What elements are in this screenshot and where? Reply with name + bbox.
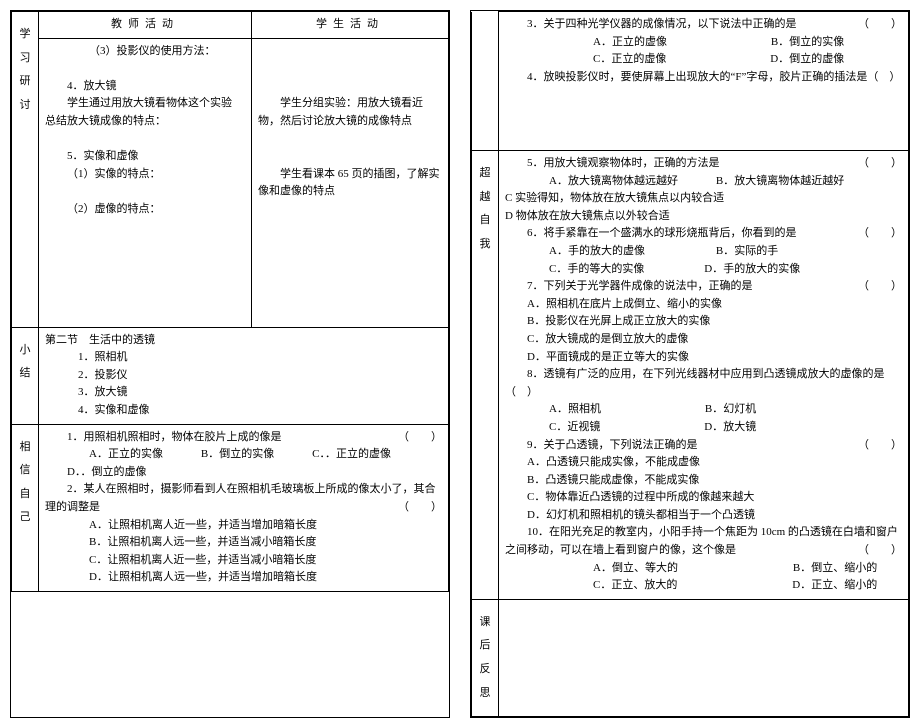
believe-cell: 1．用照相机照相时，物体在胶片上成的像是（ ） A．正立的实像 B．倒立的实像 … [39,424,449,591]
q2: 2．某人在照相时，摄影师看到人在照相机毛玻璃板上所成的像太小了，其合理的调整是（… [45,481,442,516]
q2c: C．让照相机离人近一些，并适当减小暗箱长度 [45,552,442,570]
s2: 学生看课本 65 页的插图，了解实像和虚像的特点 [258,166,442,201]
label-reflect: 课后反思 [472,599,499,716]
q8: 8．透镜有广泛的应用，在下列光线器材中应用到凸透镜成放大的虚像的是（ ） [505,366,902,401]
beyond-cell: 5．用放大镜观察物体时，正确的方法是（ ） A．放大镜离物体越远越好 B．放大镜… [499,151,909,600]
q2a: A．让照相机离人近一些，并适当增加暗箱长度 [45,517,442,535]
q5: 5．用放大镜观察物体时，正确的方法是（ ） [505,155,902,173]
header-teacher: 教师活动 [39,12,252,39]
q6: 6．将手紧靠在一个盛满水的球形烧瓶背后，你看到的是（ ） [505,225,902,243]
study-teacher-cell: （3）投影仪的使用方法： 4．放大镜 学生通过用放大镜看物体这个实验 总结放大镜… [39,38,252,327]
label-summary: 小结 [12,327,39,424]
t1: （3）投影仪的使用方法： [45,43,245,61]
q5ab: A．放大镜离物体越远越好 B．放大镜离物体越近越好 [505,173,902,191]
summary-cell: 第二节 生活中的透镜 1．照相机 2．投影仪 3．放大镜 4．实像和虚像 [39,327,449,424]
sum3: 3．放大镜 [45,384,442,402]
q1opts: A．正立的实像 B．倒立的实像 C．．正立的虚像 D．．倒立的虚像 [45,446,442,481]
q5cd: C 实验得知，物体放在放大镜焦点以内较合适 D 物体放在放大镜焦点以外较合适 [505,190,902,225]
q8cd: C．近视镜 D．放大镜 [505,419,902,437]
q3opts2: C．正立的虚像 D．倒立的虚像 [505,51,902,69]
q7a: A．照相机在底片上成倒立、缩小的实像 [505,296,902,314]
left-table: 学习研讨 教师活动 学生活动 （3）投影仪的使用方法： 4．放大镜 学生通过用放… [11,11,449,592]
top-cell: 3．关于四种光学仪器的成像情况，以下说法中正确的是（ ） A．正立的虚像 B．倒… [499,12,909,151]
q4: 4．放映投影仪时，要使屏幕上出现放大的“F”字母，胶片正确的插法是（ ） [505,69,902,87]
q7c: C．放大镜成的是倒立放大的虚像 [505,331,902,349]
q9a: A．凸透镜只能成实像，不能成虚像 [505,454,902,472]
label-study: 学习研讨 [12,12,39,328]
t7: （2）虚像的特点： [45,201,245,219]
t2: 4．放大镜 [45,78,245,96]
q7b: B．投影仪在光屏上成正立放大的实像 [505,313,902,331]
q1: 1．用照相机照相时，物体在胶片上成的像是（ ） [45,429,442,447]
sum2: 2．投影仪 [45,367,442,385]
q2d: D．让照相机离人远一些，并适当增加暗箱长度 [45,569,442,587]
reflect-cell [499,599,909,716]
label-top-empty [472,12,499,151]
q8ab: A．照相机 B．幻灯机 [505,401,902,419]
t5: 5．实像和虚像 [45,148,245,166]
right-table: 3．关于四种光学仪器的成像情况，以下说法中正确的是（ ） A．正立的虚像 B．倒… [471,11,909,717]
q7: 7．下列关于光学器件成像的说法中，正确的是（ ） [505,278,902,296]
q9b: B．凸透镜只能成虚像，不能成实像 [505,472,902,490]
sum4: 4．实像和虚像 [45,402,442,420]
q10cd: C．正立、放大的 D．正立、缩小的 [505,577,902,595]
sum1: 1．照相机 [45,349,442,367]
q2b: B．让照相机离人远一些，并适当减小暗箱长度 [45,534,442,552]
left-page: 学习研讨 教师活动 学生活动 （3）投影仪的使用方法： 4．放大镜 学生通过用放… [10,10,450,718]
header-student: 学生活动 [252,12,449,39]
study-student-cell: 学生分组实验：用放大镜看近物，然后讨论放大镜的成像特点 学生看课本 65 页的插… [252,38,449,327]
sum-title: 第二节 生活中的透镜 [45,332,442,350]
q10ab: A．倒立、等大的 B．倒立、缩小的 [505,560,902,578]
q6cd: C．手的等大的实像 D．手的放大的实像 [505,261,902,279]
q9c: C．物体靠近凸透镜的过程中所成的像越来越大 [505,489,902,507]
label-beyond: 超越自我 [472,151,499,600]
right-page: 3．关于四种光学仪器的成像情况，以下说法中正确的是（ ） A．正立的虚像 B．倒… [470,10,910,718]
s1: 学生分组实验：用放大镜看近物，然后讨论放大镜的成像特点 [258,95,442,130]
q3: 3．关于四种光学仪器的成像情况，以下说法中正确的是（ ） [505,16,902,34]
q3opts1: A．正立的虚像 B．倒立的实像 [505,34,902,52]
t6: （1）实像的特点： [45,166,245,184]
q9d: D．幻灯机和照相机的镜头都相当于一个凸透镜 [505,507,902,525]
t3: 学生通过用放大镜看物体这个实验 [45,95,245,113]
q7d: D．平面镜成的是正立等大的实像 [505,349,902,367]
label-believe: 相信自己 [12,424,39,591]
q10: 10．在阳光充足的教室内，小阳手持一个焦距为 10cm 的凸透镜在白墙和窗户之间… [505,524,902,559]
q9: 9．关于凸透镜，下列说法正确的是（ ） [505,437,902,455]
t4: 总结放大镜成像的特点： [45,113,245,131]
q6ab: A．手的放大的虚像 B．实际的手 [505,243,902,261]
